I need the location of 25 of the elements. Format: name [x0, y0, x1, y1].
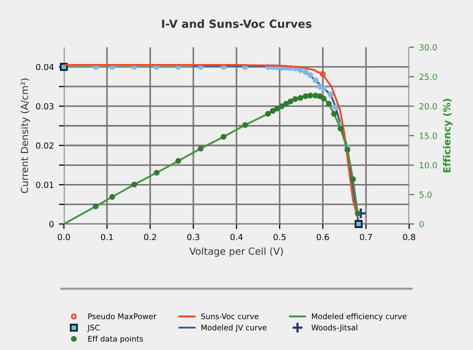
y-tick-label: 0.03 [36, 103, 54, 110]
x-axis-title: Voltage per Cell (V) [189, 247, 283, 257]
y-tick-label: 0.04 [36, 64, 54, 70]
x-tick-label: 0.0 [58, 234, 70, 240]
y-tick-label: 0 [49, 220, 54, 228]
x-tick-label: 0.4 [230, 234, 243, 240]
x-tick-label: 0.2 [144, 234, 156, 240]
y-tick-label: 0.01 [36, 182, 54, 188]
y2-tick-label: 25.0 [419, 74, 437, 80]
y2-tick-label: 0 [419, 220, 424, 228]
x-tick-label: 0.5 [274, 234, 286, 240]
y2-tick-label: 5.0 [420, 192, 432, 198]
x-tick-label: 0.7 [360, 234, 372, 240]
y2-tick-label: 10.0 [420, 162, 437, 168]
y-axis-title: Current Density (A/cm²) [20, 78, 30, 194]
y2-tick-label: 30.0 [420, 44, 437, 51]
x-tick-label: 0.6 [316, 234, 329, 240]
chart-title: I-V and Suns-Voc Curves [162, 19, 312, 28]
x-tick-label: 0.8 [403, 234, 416, 240]
y2-tick-label: 20.0 [419, 103, 437, 110]
x-tick-label: 0.1 [100, 234, 113, 240]
y2-tick-label: 15.0 [420, 132, 437, 139]
y-tick-label: 0.02 [36, 142, 54, 149]
y2-axis-title: Efficiency (%) [442, 98, 452, 172]
x-tick-label: 0.3 [187, 234, 200, 240]
